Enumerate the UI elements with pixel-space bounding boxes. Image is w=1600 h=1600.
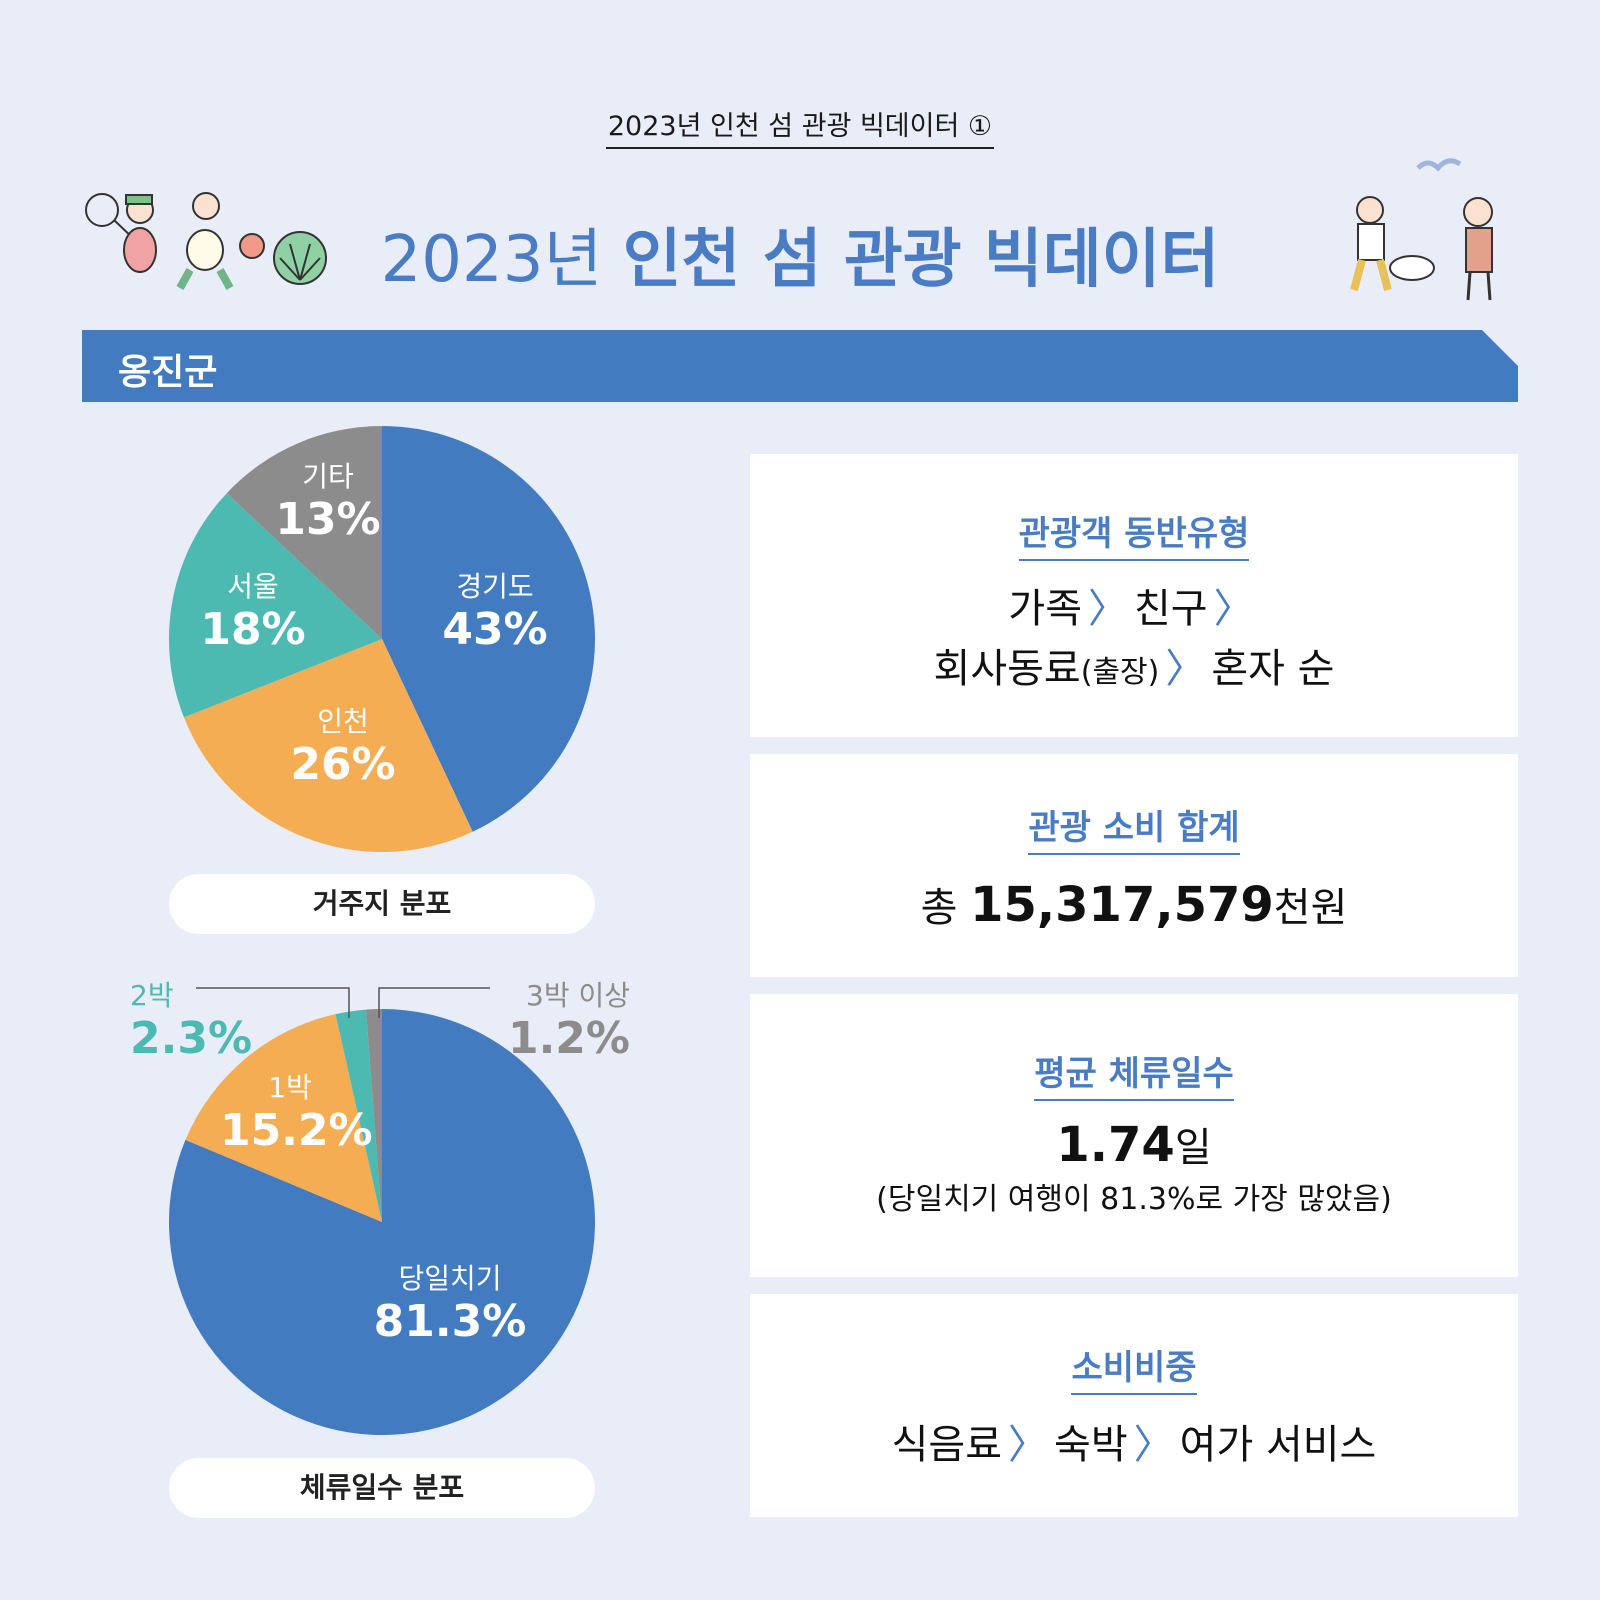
card-body: 총 15,317,579천원 — [750, 875, 1518, 938]
chevron-right-icon: 〉 — [1165, 646, 1206, 692]
stay-unit: 일 — [1174, 1125, 1212, 1171]
card-title: 관광객 동반유형 — [1018, 506, 1250, 561]
pie-slice-1-1 — [185, 1014, 382, 1222]
card-body: 1.74일 — [750, 1115, 1518, 1178]
label-2nights: 2박 2.3% — [130, 974, 253, 1064]
spending-unit: 천원 — [1273, 885, 1348, 931]
label-value: 26% — [290, 739, 396, 790]
card-title: 평균 체류일수 — [1034, 1046, 1234, 1101]
top-label: 2023년 인천 섬 관광 빅데이터 ① — [0, 104, 1600, 149]
chevron-right-icon: 〉 — [1133, 1422, 1174, 1468]
label-incheon: 인천 26% — [278, 700, 408, 790]
card-body: 식음료 〉 숙박 〉 여가 서비스 — [750, 1415, 1518, 1475]
spending-prefix: 총 — [920, 885, 958, 931]
chevron-right-icon: 〉 — [1008, 1422, 1049, 1468]
chevron-right-icon: 〉 — [1213, 586, 1254, 632]
label-name: 경기도 — [456, 570, 534, 603]
region-banner — [82, 330, 1518, 402]
label-value: 18% — [200, 604, 306, 655]
label-seoul: 서울 18% — [188, 565, 318, 655]
label-name: 당일치기 — [398, 1262, 502, 1295]
label-value: 81.3% — [373, 1296, 527, 1347]
label-name: 2박 — [130, 979, 174, 1012]
chevron-right-icon: 〉 — [1088, 586, 1128, 632]
label-1night: 1박 15.2% — [220, 1066, 373, 1156]
companion-item-note: (출장) — [1080, 655, 1160, 690]
label-daytrip: 당일치기 81.3% — [370, 1257, 530, 1347]
companion-item: 친구 — [1134, 586, 1208, 632]
label-name: 인천 — [317, 705, 369, 738]
label-value: 15.2% — [220, 1105, 373, 1156]
card-companion: 관광객 동반유형 가족 〉 친구 〉 회사동료(출장) 〉 혼자 순 — [750, 454, 1518, 737]
chart-caption-stay: 체류일수 분포 — [169, 1458, 595, 1518]
card-spending: 관광 소비 합계 총 15,317,579천원 — [750, 754, 1518, 977]
pie-slice-0-3 — [226, 426, 382, 639]
pie-slice-0-0 — [382, 426, 595, 832]
label-value: 1.2% — [507, 1013, 630, 1064]
label-name: 1박 — [268, 1071, 312, 1104]
title-main: 인천 섬 관광 빅데이터 — [622, 223, 1220, 297]
label-other: 기타 13% — [263, 455, 393, 545]
pie-slice-0-1 — [183, 639, 473, 852]
label-name: 기타 — [302, 460, 354, 493]
label-value: 2.3% — [130, 1013, 253, 1064]
companion-item: 혼자 순 — [1211, 646, 1335, 692]
share-item: 숙박 — [1054, 1422, 1128, 1468]
stay-value: 1.74 — [1056, 1117, 1175, 1173]
kids-illustration-right — [1350, 158, 1493, 301]
card-share: 소비비중 식음료 〉 숙박 〉 여가 서비스 — [750, 1294, 1518, 1517]
top-label-text: 2023년 인천 섬 관광 빅데이터 ① — [605, 104, 995, 149]
label-name: 3박 이상 — [526, 979, 630, 1012]
page-title: 2023년 인천 섬 관광 빅데이터 — [0, 208, 1600, 300]
pie-slice-1-2 — [335, 1009, 382, 1222]
label-value: 13% — [275, 494, 381, 545]
stay-note: (당일치기 여행이 81.3%로 가장 많았음) — [876, 1182, 1392, 1217]
pie-slice-0-2 — [169, 493, 382, 718]
share-item: 식음료 — [891, 1422, 1003, 1468]
leader-line-1 — [378, 987, 490, 1018]
card-title: 관광 소비 합계 — [1028, 800, 1240, 855]
leader-line-0 — [196, 987, 350, 1018]
companion-item: 회사동료 — [933, 646, 1081, 692]
card-title: 소비비중 — [1071, 1340, 1197, 1395]
label-3nights: 3박 이상 1.2% — [490, 974, 630, 1064]
kids-illustration-left — [85, 192, 327, 290]
title-year: 2023년 — [380, 223, 603, 297]
companion-item: 가족 — [1008, 586, 1082, 632]
spending-amount: 15,317,579 — [970, 877, 1274, 933]
card-stay: 평균 체류일수 1.74일 (당일치기 여행이 81.3%로 가장 많았음) — [750, 994, 1518, 1277]
share-item: 여가 서비스 — [1179, 1422, 1377, 1468]
card-body: 가족 〉 친구 〉 회사동료(출장) 〉 혼자 순 — [750, 579, 1518, 703]
label-gyeonggi: 경기도 43% — [430, 565, 560, 655]
label-name: 서울 — [227, 570, 279, 603]
label-value: 43% — [442, 604, 548, 655]
pie-slice-1-3 — [365, 1009, 382, 1222]
chart-caption-residence: 거주지 분포 — [169, 874, 595, 934]
region-label: 옹진군 — [118, 352, 218, 393]
